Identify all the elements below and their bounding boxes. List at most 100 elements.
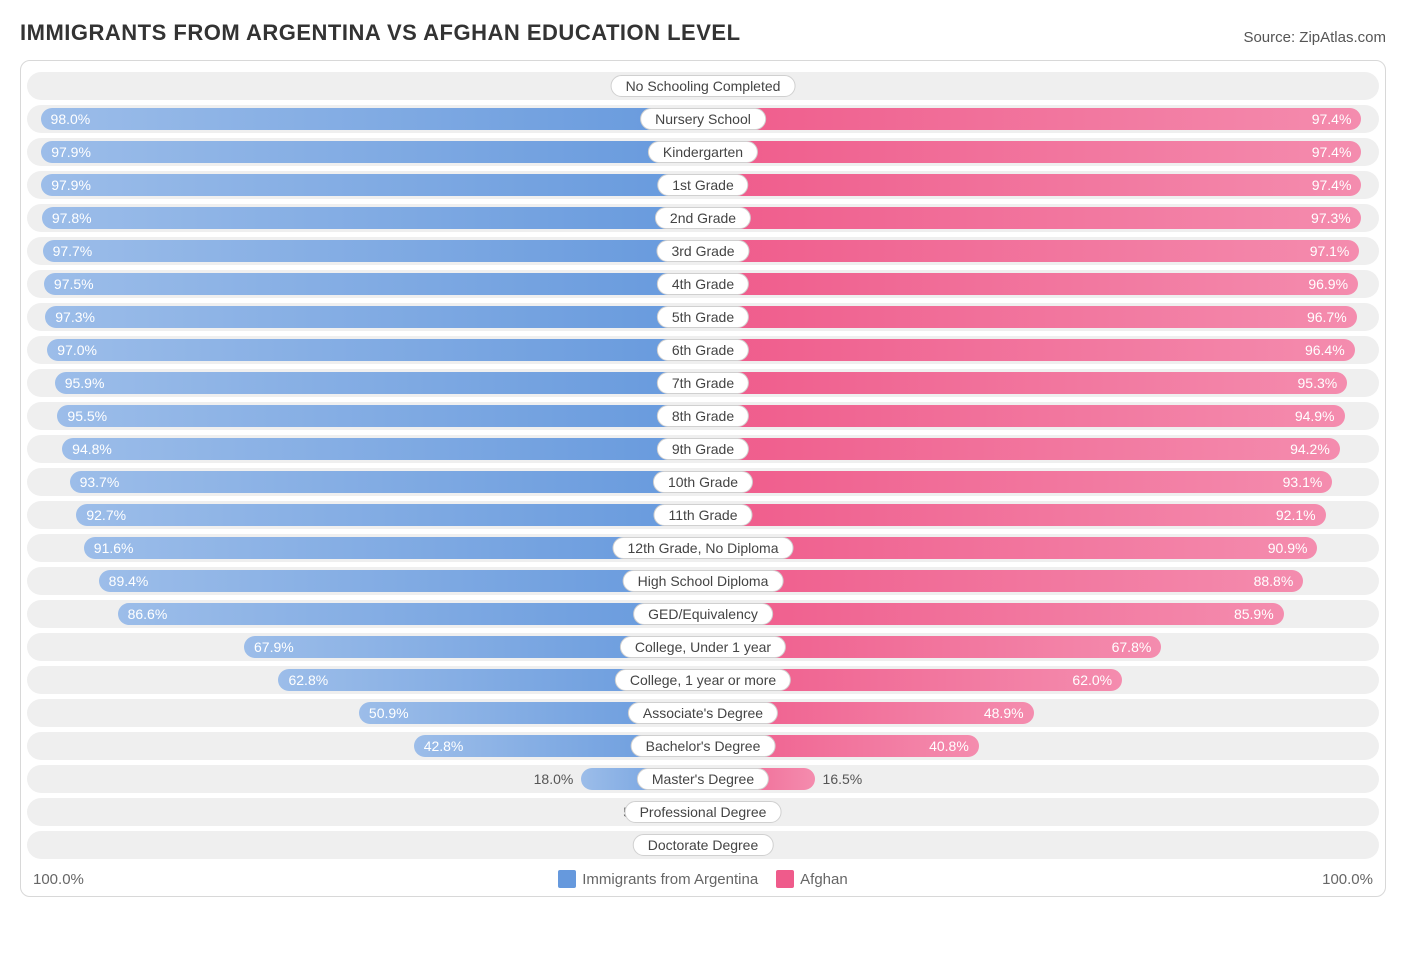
bar-left: 89.4% <box>99 570 703 592</box>
category-label: College, Under 1 year <box>620 636 786 658</box>
bar-left-value: 97.3% <box>55 309 95 325</box>
bar-right: 97.3% <box>703 207 1361 229</box>
bar-left-value: 93.7% <box>80 474 120 490</box>
bar-left: 97.5% <box>44 273 703 295</box>
category-label: 2nd Grade <box>655 207 751 229</box>
category-label: Nursery School <box>640 108 766 130</box>
bar-left-value: 67.9% <box>254 639 294 655</box>
bar-right: 97.4% <box>703 174 1361 196</box>
category-label: Bachelor's Degree <box>631 735 776 757</box>
chart-footer: 100.0% Immigrants from Argentina Afghan … <box>27 864 1379 890</box>
bar-left-value: 91.6% <box>94 540 134 556</box>
bar-right: 97.1% <box>703 240 1359 262</box>
bar-right-value: 92.1% <box>1276 507 1316 523</box>
chart-source: Source: ZipAtlas.com <box>1243 29 1386 46</box>
bar-left: 95.5% <box>57 405 703 427</box>
bar-left: 91.6% <box>84 537 703 559</box>
bar-right-value: 95.3% <box>1298 375 1338 391</box>
category-label: 1st Grade <box>657 174 748 196</box>
category-label: GED/Equivalency <box>633 603 773 625</box>
bar-left-value: 97.0% <box>57 342 97 358</box>
bar-left: 98.0% <box>41 108 703 130</box>
bar-left-value: 97.9% <box>51 177 91 193</box>
category-label: Doctorate Degree <box>633 834 774 856</box>
category-label: 5th Grade <box>657 306 749 328</box>
bar-left: 92.7% <box>76 504 703 526</box>
bar-left-value: 50.9% <box>369 705 409 721</box>
chart-row: 94.8% 94.2% 9th Grade <box>27 435 1379 463</box>
bar-left-value: 42.8% <box>424 738 464 754</box>
chart-row: 97.9% 97.4% 1st Grade <box>27 171 1379 199</box>
chart-row: 92.7% 92.1% 11th Grade <box>27 501 1379 529</box>
bar-right-value: 97.4% <box>1312 111 1352 127</box>
bar-left-value: 98.0% <box>51 111 91 127</box>
chart-row: 97.3% 96.7% 5th Grade <box>27 303 1379 331</box>
bar-left: 97.0% <box>47 339 703 361</box>
legend: Immigrants from Argentina Afghan <box>558 870 847 888</box>
bar-right-value: 96.7% <box>1307 309 1347 325</box>
category-label: 11th Grade <box>653 504 752 526</box>
bar-right-value: 97.3% <box>1311 210 1351 226</box>
chart-row: 97.9%97.4%Kindergarten <box>27 138 1379 166</box>
bar-right-value: 90.9% <box>1268 540 1308 556</box>
bar-right: 96.9% <box>703 273 1358 295</box>
category-label: 4th Grade <box>657 273 749 295</box>
bar-right-value: 97.1% <box>1310 243 1350 259</box>
chart-title: IMMIGRANTS FROM ARGENTINA VS AFGHAN EDUC… <box>20 20 741 46</box>
bar-right: 94.9% <box>703 405 1345 427</box>
bar-left-value: 97.5% <box>54 276 94 292</box>
chart-row: 18.0%16.5%Master's Degree <box>27 765 1379 793</box>
bar-right: 96.4% <box>703 339 1355 361</box>
legend-item-right: Afghan <box>776 870 848 888</box>
category-label: Kindergarten <box>648 141 758 163</box>
chart-row: 97.5% 96.9% 4th Grade <box>27 270 1379 298</box>
chart-row: 97.0% 96.4%6th Grade <box>27 336 1379 364</box>
bar-right-value: 40.8% <box>929 738 969 754</box>
chart-row: 98.0% 97.4% Nursery School <box>27 105 1379 133</box>
chart-row: 91.6% 90.9% 12th Grade, No Diploma <box>27 534 1379 562</box>
chart-row: 42.8% 40.8% Bachelor's Degree <box>27 732 1379 760</box>
chart-row: 95.9% 95.3% 7th Grade <box>27 369 1379 397</box>
category-label: No Schooling Completed <box>611 75 796 97</box>
bar-right-value: 94.2% <box>1290 441 1330 457</box>
bar-right-value: 48.9% <box>984 705 1024 721</box>
bar-left: 97.3% <box>45 306 703 328</box>
category-label: 9th Grade <box>657 438 749 460</box>
bar-right: 94.2% <box>703 438 1340 460</box>
chart-row: 62.8%62.0%College, 1 year or more <box>27 666 1379 694</box>
bar-right: 92.1% <box>703 504 1326 526</box>
bar-right-value: 97.4% <box>1312 177 1352 193</box>
chart-row: 2.1%2.6%No Schooling Completed <box>27 72 1379 100</box>
chart-row: 93.7%93.1%10th Grade <box>27 468 1379 496</box>
legend-label-left: Immigrants from Argentina <box>582 871 758 888</box>
bar-right-value: 94.9% <box>1295 408 1335 424</box>
bar-right-value: 16.5% <box>815 771 863 787</box>
category-label: 3rd Grade <box>656 240 749 262</box>
legend-item-left: Immigrants from Argentina <box>558 870 758 888</box>
bar-left: 97.9% <box>41 174 703 196</box>
bar-right: 88.8% <box>703 570 1303 592</box>
category-label: 8th Grade <box>657 405 749 427</box>
bar-left-value: 92.7% <box>86 507 126 523</box>
category-label: 12th Grade, No Diploma <box>613 537 794 559</box>
chart-row: 50.9%48.9%Associate's Degree <box>27 699 1379 727</box>
chart-row: 5.9%4.7%Professional Degree <box>27 798 1379 826</box>
left-axis-max: 100.0% <box>33 871 84 888</box>
bar-left-value: 62.8% <box>288 672 328 688</box>
bar-left: 95.9% <box>55 372 703 394</box>
category-label: 6th Grade <box>657 339 749 361</box>
category-label: Master's Degree <box>637 768 769 790</box>
bar-left: 94.8% <box>62 438 703 460</box>
bar-left: 97.7% <box>43 240 703 262</box>
category-label: College, 1 year or more <box>615 669 791 691</box>
bar-right: 96.7% <box>703 306 1357 328</box>
bar-right-value: 96.9% <box>1308 276 1348 292</box>
bar-left-value: 89.4% <box>109 573 149 589</box>
chart-row: 2.2%2.0%Doctorate Degree <box>27 831 1379 859</box>
chart-row: 95.5% 94.9% 8th Grade <box>27 402 1379 430</box>
category-label: 10th Grade <box>653 471 753 493</box>
category-label: 7th Grade <box>657 372 749 394</box>
category-label: High School Diploma <box>623 570 784 592</box>
bar-right: 97.4% <box>703 141 1361 163</box>
bar-right-value: 85.9% <box>1234 606 1274 622</box>
